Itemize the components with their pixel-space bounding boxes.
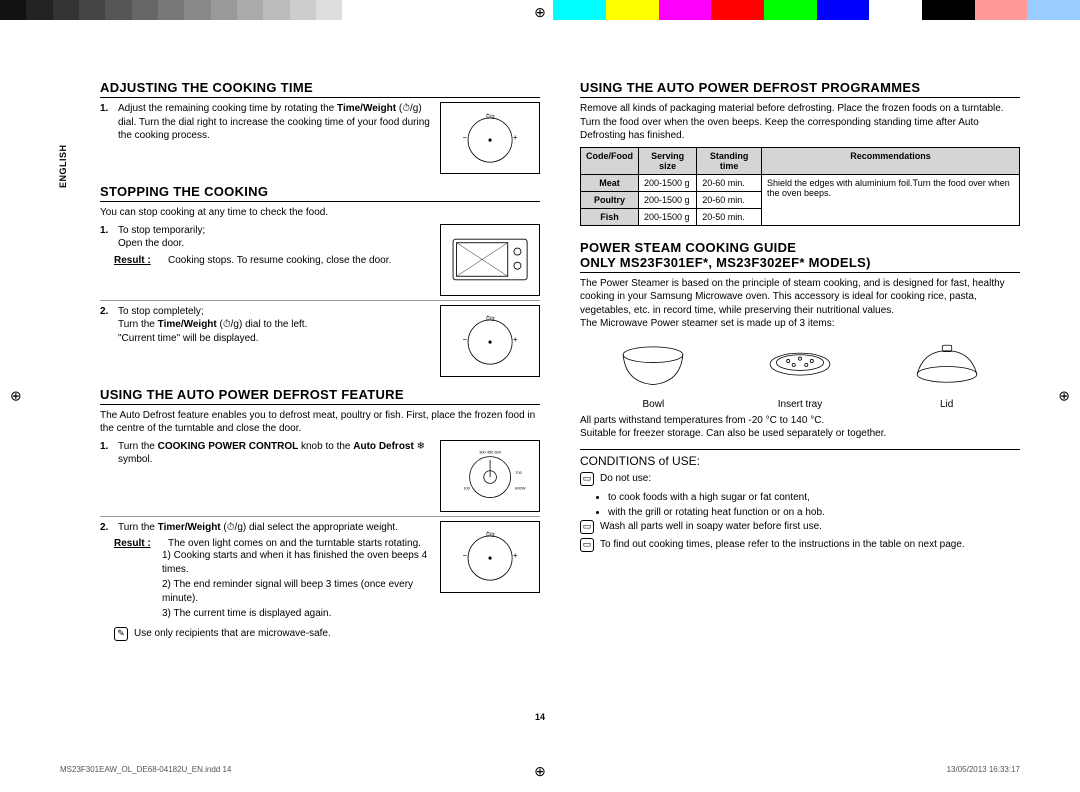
steamer-tray: Insert tray [760,339,840,410]
step-text: To stop temporarily;Open the door. [118,224,432,251]
step-number: 2. [100,521,114,535]
registration-mark-left: ⊕ [10,388,22,405]
registration-mark-bottom: ⊕ [534,763,546,780]
step-number: 2. [100,305,114,346]
svg-text:−: − [462,551,467,560]
svg-text:⏱/g: ⏱/g [486,315,495,322]
intro-text: The Auto Defrost feature enables you to … [100,409,540,436]
intro-text: Remove all kinds of packaging material b… [580,102,1020,143]
table-cell: Poultry [581,191,639,208]
table-header: Standing time [697,147,762,174]
step-number: 1. [100,102,114,143]
heading-auto-defrost-feature: USING THE AUTO POWER DEFROST FEATURE [100,387,540,405]
intro-text: The Power Steamer is based on the princi… [580,277,1020,331]
sublist-item: 3) The current time is displayed again. [162,607,432,621]
right-column: USING THE AUTO POWER DEFROST PROGRAMMES … [580,80,1020,641]
bullet-item: to cook foods with a high sugar or fat c… [608,490,1020,505]
table-header: Serving size [639,147,697,174]
step-text: Turn the COOKING POWER CONTROL knob to t… [118,440,432,467]
step-text: Adjust the remaining cooking time by rot… [118,102,432,143]
svg-text:100: 100 [463,486,470,491]
content-columns: ADJUSTING THE COOKING TIME 1. Adjust the… [0,20,1080,671]
steamer-label: Bowl [613,399,693,410]
sublist-item: 1) Cooking starts and when it has finish… [162,549,432,576]
note-icon: ✎ [114,627,128,641]
steamer-lid: Lid [907,339,987,410]
bullet-item: with the grill or rotating heat function… [608,505,1020,520]
svg-text:⏱/g: ⏱/g [486,531,495,538]
steamer-label: Insert tray [760,399,840,410]
table-cell: 200-1500 g [639,191,697,208]
steamer-items-row: Bowl Insert tray Lid [580,339,1020,410]
table-header: Recommendations [761,147,1019,174]
language-tab: ENGLISH [58,144,68,188]
footer-timestamp: 13/05/2013 16:33:17 [947,765,1020,774]
defrost-table: Code/Food Serving size Standing time Rec… [580,147,1020,226]
dial-figure: ⏱/g − + [440,102,540,174]
note-text: Do not use: [600,472,651,486]
heading-line2: ONLY MS23F301EF*, MS23F302EF* MODELS) [580,255,871,270]
svg-text:−: − [462,335,467,344]
registration-mark-top: ⊕ [534,4,546,21]
steamer-label: Lid [907,399,987,410]
footer-filename: MS23F301EAW_OL_DE68-04182U_EN.indd 14 [60,765,231,774]
result-text: The oven light comes on and the turntabl… [168,538,432,549]
intro-text: You can stop cooking at any time to chec… [100,206,540,220]
heading-line1: POWER STEAM COOKING GUIDE [580,240,796,255]
result-label: Result : [114,255,162,266]
dial-figure: ⏱/g − + [440,305,540,377]
page: ⊕ ⊕ ⊕ ⊕ ENGLISH ADJUSTING THE COOKING TI… [0,0,1080,792]
heading-stopping: STOPPING THE COOKING [100,184,540,202]
heading-auto-defrost-programmes: USING THE AUTO POWER DEFROST PROGRAMMES [580,80,1020,98]
svg-text:⏱/g: ⏱/g [486,113,495,120]
svg-text:+: + [513,551,518,560]
step-number: 1. [100,440,114,467]
note-icon: ▭ [580,472,594,486]
microwave-figure [440,224,540,296]
table-cell: 200-1500 g [639,174,697,191]
page-number: 14 [535,712,545,722]
result-text: Cooking stops. To resume cooking, close … [168,255,432,266]
table-cell: Fish [581,208,639,225]
svg-text:800W: 800W [515,486,526,491]
power-knob-figure: 300 450 600 700 800W 100 [440,440,540,512]
steamer-bowl: Bowl [613,339,693,410]
after-text: All parts withstand temperatures from -2… [580,414,1020,441]
table-cell: 200-1500 g [639,208,697,225]
table-cell: Meat [581,174,639,191]
step-text: Turn the Timer/Weight (⏱/g) dial select … [118,521,432,535]
svg-text:+: + [513,133,518,142]
conditions-heading: CONDITIONS of USE: [580,449,1020,468]
step-text: To stop completely;Turn the Time/Weight … [118,305,432,346]
result-label: Result : [114,538,162,549]
table-header: Code/Food [581,147,639,174]
conditions-notes: ▭ Do not use: [580,472,1020,486]
table-cell: 20-60 min. [697,191,762,208]
registration-mark-right: ⊕ [1058,388,1070,405]
table-cell-recommendation: Shield the edges with aluminium foil.Tur… [761,174,1019,225]
sublist-item: 2) The end reminder signal will beep 3 t… [162,578,432,605]
step-number: 1. [100,224,114,251]
svg-text:300 450 600: 300 450 600 [479,449,502,454]
note-icon: ▭ [580,538,594,552]
left-column: ADJUSTING THE COOKING TIME 1. Adjust the… [100,80,540,641]
table-cell: 20-50 min. [697,208,762,225]
note-text: To find out cooking times, please refer … [600,538,965,552]
heading-power-steam: POWER STEAM COOKING GUIDE ONLY MS23F301E… [580,240,1020,273]
dial-figure: ⏱/g − + [440,521,540,593]
note-text: Wash all parts well in soapy water befor… [600,520,822,534]
table-cell: 20-60 min. [697,174,762,191]
note-icon: ▭ [580,520,594,534]
heading-adjusting-time: ADJUSTING THE COOKING TIME [100,80,540,98]
svg-text:−: − [462,133,467,142]
svg-text:+: + [513,335,518,344]
svg-text:700: 700 [515,470,522,475]
note-text: Use only recipients that are microwave-s… [134,627,331,641]
